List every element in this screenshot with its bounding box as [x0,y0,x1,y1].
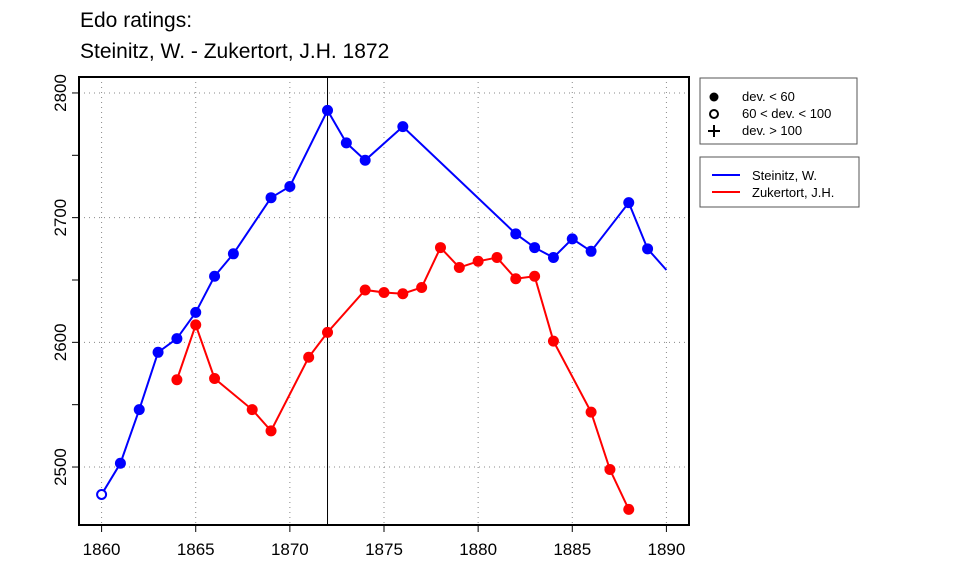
series-line [100,108,668,495]
data-point [190,319,202,331]
legend-label-steinitz: Steinitz, W. [752,168,817,183]
data-point [397,121,409,133]
x-tick-label: 1875 [365,540,403,559]
x-tick-label: 1890 [647,540,685,559]
data-point [642,243,654,255]
data-point [585,245,597,257]
data-point [303,351,315,363]
symbol-legend: dev. < 60 60 < dev. < 100 dev. > 100 [699,77,858,145]
y-tick-label: 2600 [51,323,70,361]
data-point [322,104,334,116]
y-tick-label: 2800 [51,74,70,112]
data-point [322,326,334,338]
plot-frame [78,76,690,526]
data-point [623,197,635,209]
x-tick-label: 1880 [459,540,497,559]
data-point [529,242,541,254]
x-tick-label: 1865 [177,540,215,559]
data-point [566,233,578,245]
legend-label-zukertort: Zukertort, J.H. [752,185,834,200]
data-point [96,488,108,500]
data-point [284,180,296,192]
filled-circle-icon [709,92,719,102]
legend-label: dev. > 100 [742,123,802,138]
data-point [227,248,239,260]
data-point [265,192,277,204]
data-point [491,252,503,264]
data-point [510,228,522,240]
data-point [397,288,409,300]
legend-label: 60 < dev. < 100 [742,106,831,121]
data-point [378,286,390,298]
series-legend-box [699,156,860,208]
data-point [585,406,597,418]
x-tick-label: 1870 [271,540,309,559]
data-point [547,252,559,264]
plus-icon [708,125,720,137]
data-point [472,255,484,267]
data-point [209,372,221,384]
data-point [190,306,202,318]
data-point [359,284,371,296]
axes: 1860 1865 1870 1875 1880 1885 1890 2500 2600 2700… [51,74,685,559]
data-point [246,404,258,416]
data-point [133,404,145,416]
data-point [604,464,616,476]
chart-title-line1: Edo ratings: [80,9,192,32]
symbol-legend-box [699,77,858,145]
series-layer [96,77,668,525]
data-point [453,262,465,274]
x-tick-label: 1885 [553,540,591,559]
data-point [510,273,522,285]
data-point [359,154,371,166]
data-point [152,346,164,358]
y-tick-label: 2500 [51,448,70,486]
x-tick-label: 1860 [83,540,121,559]
legend-label: dev. < 60 [742,89,795,104]
data-point [209,270,221,282]
data-point [529,270,541,282]
data-point [623,503,635,515]
grid [79,77,689,525]
data-point [171,333,183,345]
data-point [171,374,183,386]
data-point [434,242,446,254]
data-point [416,281,428,293]
y-tick-label: 2700 [51,199,70,237]
series-legend: Steinitz, W. Zukertort, J.H. [699,156,860,208]
data-point [265,425,277,437]
open-circle-icon [709,109,719,119]
data-point [114,457,126,469]
series-line [175,245,630,510]
data-point [340,137,352,149]
chart-title-line2: Steinitz, W. - Zukertort, J.H. 1872 [80,40,389,63]
data-point [547,335,559,347]
